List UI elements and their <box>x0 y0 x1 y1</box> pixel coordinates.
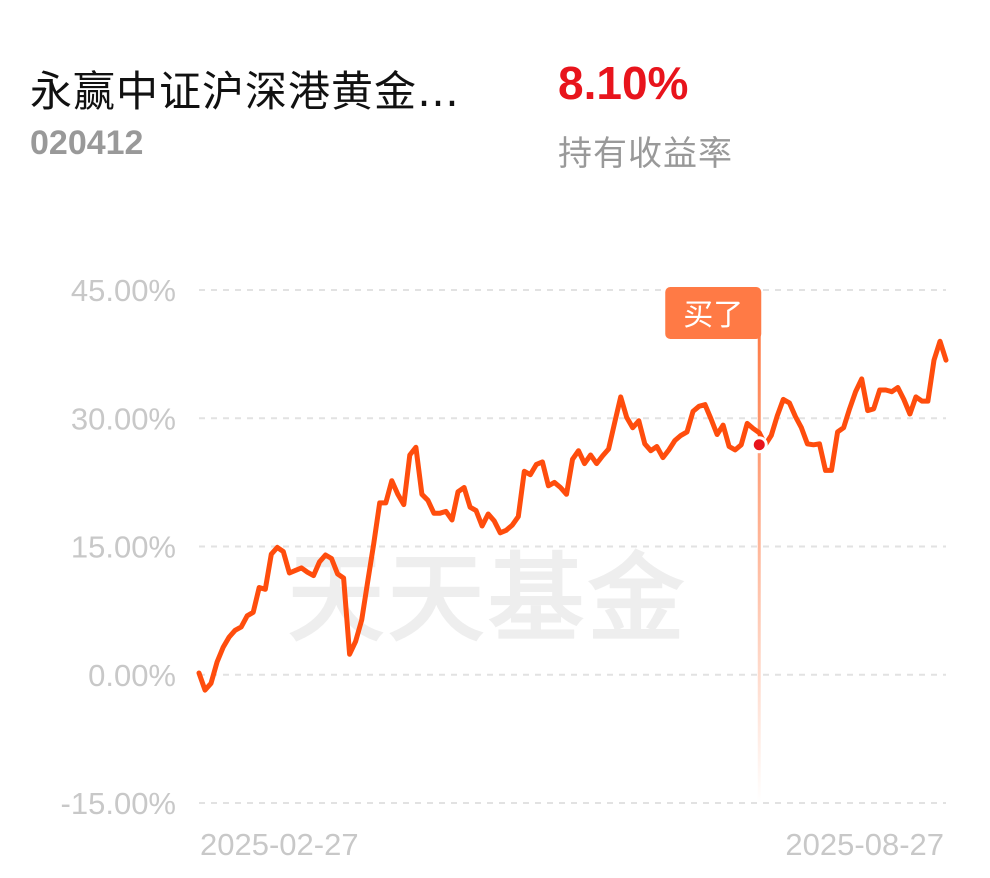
y-tick-label: 15.00% <box>71 530 176 565</box>
series-line <box>196 338 949 693</box>
gridlines <box>199 289 946 804</box>
y-axis-ticks: 45.00% 30.00% 15.00% 0.00% -15.00% <box>61 273 176 821</box>
marker-dot-layer <box>750 436 768 454</box>
fund-name: 永赢中证沪深港黄金… <box>30 67 461 116</box>
watermark: 天天基金 <box>288 543 688 655</box>
marker-label: 买了 <box>683 298 743 333</box>
y-tick-label: 0.00% <box>88 658 176 693</box>
buy-point-dot[interactable] <box>750 436 768 454</box>
holding-return-label: 持有收益率 <box>558 134 733 174</box>
series-layer <box>196 338 949 693</box>
x-tick-start: 2025-02-27 <box>200 827 359 862</box>
y-tick-label: 45.00% <box>71 273 176 308</box>
buy-marker[interactable]: 买了 <box>665 287 762 803</box>
x-tick-end: 2025-08-27 <box>785 827 944 862</box>
y-tick-label: 30.00% <box>71 401 176 436</box>
marker-label-bg[interactable] <box>665 287 762 339</box>
marker-line <box>757 330 761 803</box>
y-tick-label: -15.00% <box>61 786 176 821</box>
holding-return-value: 8.10% <box>558 57 689 109</box>
x-axis-ticks: 2025-02-27 2025-08-27 <box>200 827 944 862</box>
fund-code: 020412 <box>30 124 144 162</box>
